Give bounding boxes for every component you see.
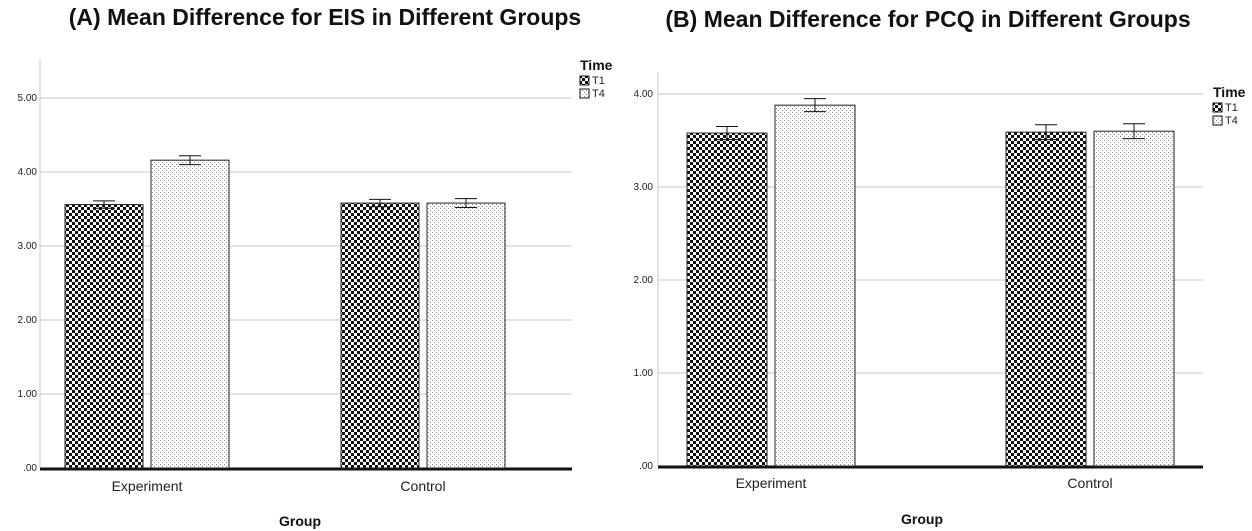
y-tick-label: 1.00 xyxy=(634,368,654,379)
bar-t4-control xyxy=(426,202,506,469)
y-tick-label: 2.00 xyxy=(18,315,38,326)
legend-swatch-t1 xyxy=(1212,102,1223,113)
bar-t4-experiment xyxy=(774,104,856,467)
y-tick-label: 1.00 xyxy=(18,389,38,400)
y-tick-label: 3.00 xyxy=(634,182,654,193)
y-tick-label: 4.00 xyxy=(634,89,654,100)
category-label: Control xyxy=(1067,475,1112,491)
y-tick-label: .00 xyxy=(639,461,653,472)
y-tick-labels: .00 1.00 2.00 3.00 4.00 5.00 xyxy=(18,93,38,474)
chart-title: (A) Mean Difference for EIS in Different… xyxy=(69,4,581,30)
bar-t4-control xyxy=(1093,130,1175,467)
x-axis-title: Group xyxy=(901,511,943,527)
category-labels: Experiment Control xyxy=(112,478,446,494)
bars xyxy=(686,98,1175,467)
bar-t1-experiment xyxy=(686,132,768,467)
bar-t4-experiment xyxy=(150,159,230,469)
bar-t1-experiment xyxy=(64,204,144,469)
legend-title: Time xyxy=(580,57,613,73)
category-labels: Experiment Control xyxy=(736,475,1113,491)
legend-label-t4: T4 xyxy=(592,88,605,100)
y-tick-label: 4.00 xyxy=(18,167,38,178)
chart-title: (B) Mean Difference for PCQ in Different… xyxy=(665,6,1190,32)
y-tick-labels: .00 1.00 2.00 3.00 4.00 xyxy=(634,89,654,472)
legend-swatch-t1 xyxy=(579,75,590,86)
y-tick-label: .00 xyxy=(23,463,37,474)
bars xyxy=(64,155,506,469)
legend-swatch-t4 xyxy=(579,88,590,99)
x-axis-title: Group xyxy=(279,513,321,529)
legend-title: Time xyxy=(1213,84,1246,100)
chart-a: (A) Mean Difference for EIS in Different… xyxy=(18,4,613,529)
bar-t1-control xyxy=(340,202,420,469)
y-tick-label: 3.00 xyxy=(18,241,38,252)
legend-label-t1: T1 xyxy=(1225,102,1238,114)
legend-label-t4: T4 xyxy=(1225,115,1238,127)
y-tick-label: 2.00 xyxy=(634,275,654,286)
bar-t1-control xyxy=(1005,131,1087,467)
category-label: Control xyxy=(400,478,445,494)
category-label: Experiment xyxy=(112,478,183,494)
legend-label-t1: T1 xyxy=(592,75,605,87)
legend-swatch-t4 xyxy=(1212,115,1223,126)
chart-b: (B) Mean Difference for PCQ in Different… xyxy=(634,6,1246,527)
category-label: Experiment xyxy=(736,475,807,491)
y-tick-label: 5.00 xyxy=(18,93,38,104)
